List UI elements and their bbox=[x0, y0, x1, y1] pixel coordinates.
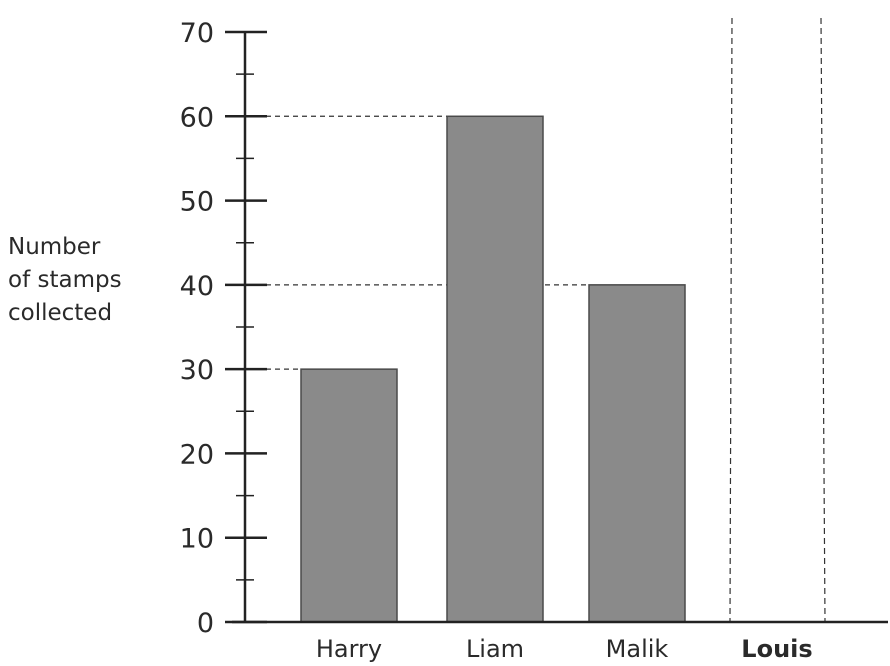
bar-harry bbox=[300, 368, 398, 623]
y-axis-label-line-2: of stamps bbox=[8, 267, 122, 293]
y-tick-label: 40 bbox=[180, 271, 214, 302]
y-ticks: 0 10 20 30 40 50 60 70 bbox=[180, 18, 267, 639]
y-tick-label: 20 bbox=[180, 439, 214, 470]
y-tick-label: 30 bbox=[180, 355, 214, 386]
y-axis-label-line-3: collected bbox=[8, 300, 113, 326]
x-tick-labels: Harry Liam Malik Louis bbox=[316, 635, 813, 663]
x-tick-label-harry: Harry bbox=[316, 635, 382, 663]
y-tick-label: 70 bbox=[180, 18, 214, 49]
y-tick-label: 50 bbox=[180, 187, 214, 218]
y-axis-label: Number of stamps collected bbox=[8, 231, 158, 330]
guide-lines bbox=[257, 115, 589, 370]
y-tick-label: 10 bbox=[180, 524, 214, 555]
louis-empty-column bbox=[729, 17, 826, 623]
x-tick-label-louis: Louis bbox=[741, 635, 812, 663]
y-axis-label-line-1: Number bbox=[8, 234, 101, 260]
bars bbox=[300, 115, 686, 623]
empty-column-line-left bbox=[729, 17, 733, 623]
y-tick-label: 0 bbox=[197, 608, 214, 639]
x-tick-label-liam: Liam bbox=[466, 635, 524, 663]
y-tick-label: 60 bbox=[180, 102, 214, 133]
bar-liam bbox=[446, 115, 544, 623]
empty-column-line-right bbox=[820, 17, 826, 623]
bar-malik bbox=[588, 284, 686, 623]
x-tick-label-malik: Malik bbox=[606, 635, 669, 663]
